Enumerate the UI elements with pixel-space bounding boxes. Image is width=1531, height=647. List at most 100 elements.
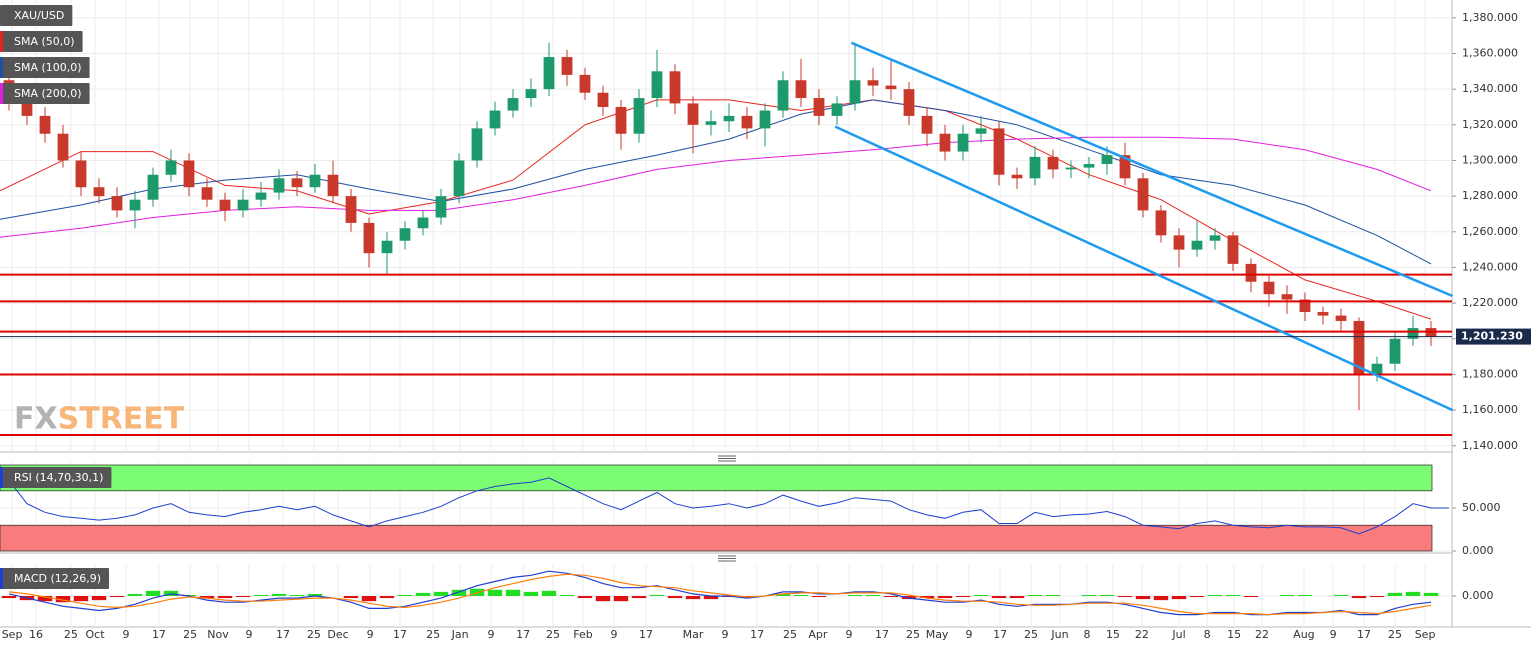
legend-box: [0, 568, 110, 589]
macd-histogram-bar: [1153, 596, 1169, 601]
candle-body: [1281, 294, 1293, 300]
x-tick-label: 22: [1255, 628, 1269, 641]
legend-swatch: [0, 31, 3, 52]
candle: [561, 49, 573, 86]
macd-histogram-bar: [343, 596, 359, 599]
candle: [1227, 231, 1239, 272]
macd-histogram-bar: [37, 596, 53, 602]
macd-histogram-bar: [1045, 594, 1061, 596]
candle: [201, 178, 213, 207]
candle-body: [849, 80, 861, 104]
candle-body: [21, 98, 33, 116]
candle: [669, 64, 681, 115]
candle: [1281, 285, 1293, 314]
candle: [1137, 172, 1149, 218]
candle-body: [705, 121, 717, 125]
candle-body: [327, 174, 339, 197]
macd-histogram-bar: [919, 596, 935, 599]
legend-item: SMA (200,0): [0, 83, 90, 104]
macd-histogram-bar: [631, 596, 647, 599]
candle-body: [417, 217, 429, 229]
macd-histogram-bar: [1099, 594, 1115, 596]
candle-body: [957, 133, 969, 152]
candle: [759, 103, 771, 147]
candle-body: [381, 240, 393, 254]
macd-histogram-bar: [73, 596, 89, 602]
candle: [831, 96, 843, 125]
candle: [795, 58, 807, 107]
x-tick-label: Jun: [1050, 628, 1068, 641]
x-tick-label: 17: [276, 628, 290, 641]
macd-histogram-bar: [847, 594, 863, 596]
x-tick-label: Aug: [1293, 628, 1314, 641]
candle: [489, 101, 501, 136]
x-tick-label: 9: [610, 628, 617, 641]
candle: [993, 121, 1005, 186]
candle: [1317, 306, 1329, 325]
x-tick-label: 17: [750, 628, 764, 641]
macd-histogram-bar: [973, 594, 989, 596]
candle: [777, 71, 789, 118]
candle-body: [1101, 155, 1113, 165]
candle-body: [1371, 363, 1383, 375]
y-tick-label: 1,360.000: [1462, 46, 1518, 59]
macd-histogram-bar: [145, 590, 161, 596]
candle: [939, 124, 951, 161]
candle-body: [1155, 210, 1167, 236]
x-tick-label: 9: [965, 628, 972, 641]
candle-body: [57, 133, 69, 161]
candle-body: [93, 187, 105, 197]
legend-box: [0, 31, 83, 52]
macd-histogram-bar: [793, 594, 809, 596]
candle: [741, 106, 753, 140]
candle-body: [147, 174, 159, 200]
macd-histogram-bar: [415, 592, 431, 596]
candle: [1065, 160, 1077, 179]
candle-body: [543, 57, 555, 90]
macd-histogram-bar: [1027, 594, 1043, 596]
candle: [1389, 331, 1401, 371]
candle-body: [525, 89, 537, 99]
macd-histogram-bar: [397, 594, 413, 596]
candle-body: [219, 199, 231, 211]
y-tick-label: 1,160.000: [1462, 403, 1518, 416]
legend-label: SMA (100,0): [14, 61, 82, 74]
candle-body: [921, 115, 933, 134]
macd-histogram-bar: [91, 596, 107, 601]
candle: [1083, 156, 1095, 179]
y-tick-label: 50.000: [1462, 501, 1501, 514]
x-tick-label: Oct: [86, 628, 106, 641]
macd-histogram-bar: [1351, 596, 1367, 599]
candle-body: [507, 98, 519, 111]
legend-item: MACD (12,26,9): [0, 568, 110, 589]
macd-histogram-bar: [1189, 596, 1205, 598]
candle: [39, 106, 51, 143]
candle: [507, 89, 519, 118]
candle: [363, 217, 375, 268]
macd-histogram-bar: [865, 594, 881, 596]
candle: [417, 210, 429, 236]
macd-histogram-bar: [109, 596, 125, 598]
x-tick-label: Jan: [451, 628, 469, 641]
candle-body: [201, 187, 213, 200]
macd-histogram-bar: [253, 594, 269, 596]
y-tick-label: 1,300.000: [1462, 153, 1518, 166]
y-tick-label: 1,220.000: [1462, 296, 1518, 309]
legend-swatch: [0, 57, 3, 78]
y-tick-label: 0.000: [1462, 589, 1494, 602]
x-tick-label: 9: [367, 628, 374, 641]
legend-box: [0, 57, 90, 78]
macd-histogram-bar: [667, 596, 683, 599]
x-tick-label: 25: [307, 628, 321, 641]
candle: [579, 67, 591, 100]
x-tick-label: 25: [783, 628, 797, 641]
channel-line: [834, 125, 1454, 412]
candle: [381, 231, 393, 275]
candle: [1191, 221, 1203, 257]
candle-body: [111, 196, 123, 211]
candle: [633, 89, 645, 143]
legend-box: [0, 5, 73, 26]
candle-body: [939, 133, 951, 152]
macd-histogram-bar: [1135, 596, 1151, 600]
candle: [957, 124, 969, 161]
